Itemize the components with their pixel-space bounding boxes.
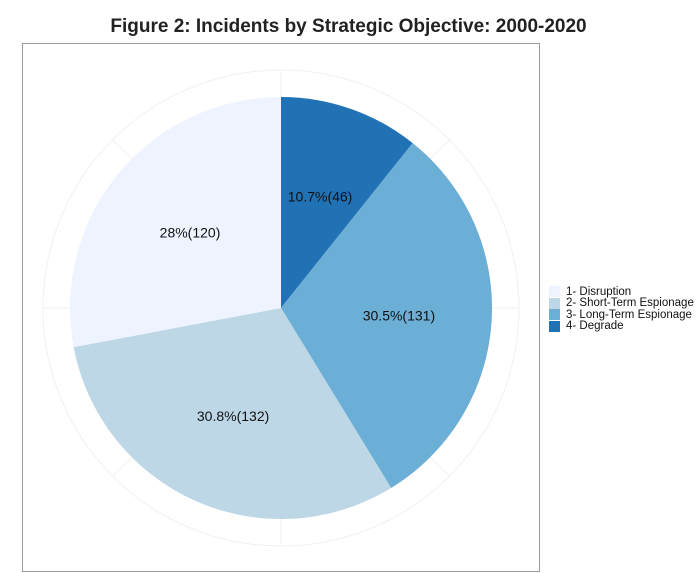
legend-label: 1- Disruption [566, 285, 632, 298]
grid-spoke [112, 139, 133, 160]
legend-item-degrade: 4- Degrade [549, 320, 694, 333]
legend-swatch [549, 286, 560, 298]
slice-label: 10.7%(46) [288, 188, 353, 204]
pie-slice-1 [281, 97, 413, 308]
legend-label: 2- Short-Term Espionage [566, 297, 694, 310]
chart-title: Figure 2: Incidents by Strategic Objecti… [110, 16, 587, 37]
legend-swatch [549, 320, 560, 332]
legend-label: 3- Long-Term Espionage [566, 308, 692, 321]
legend: 1- Disruption 2- Short-Term Espionage 3-… [549, 286, 694, 332]
legend-label: 4- Degrade [566, 320, 624, 333]
slice-label: 30.8%(132) [197, 408, 269, 424]
legend-item-long-term: 3- Long-Term Espionage [549, 309, 694, 321]
legend-item-disruption: 1- Disruption [549, 286, 694, 298]
pie-slice-3 [73, 308, 392, 519]
pie-slice-2 [281, 143, 492, 488]
grid-spoke [112, 456, 133, 477]
legend-swatch [549, 309, 560, 321]
grid-spoke [429, 456, 450, 477]
pie-slice-4 [69, 97, 281, 348]
slice-label: 30.5%(131) [363, 307, 435, 323]
plot-panel [22, 43, 540, 572]
legend-item-short-term: 2- Short-Term Espionage [549, 297, 694, 310]
grid-spoke [429, 139, 450, 160]
legend-swatch [549, 297, 560, 309]
slice-label: 28%(120) [160, 225, 221, 241]
